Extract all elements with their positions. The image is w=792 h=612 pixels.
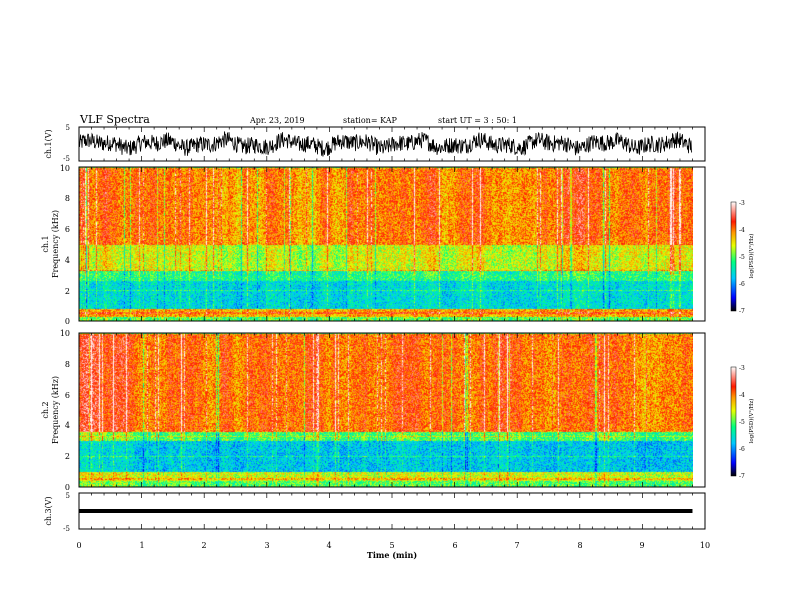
ch2-ytick-0: 0 bbox=[65, 483, 70, 492]
ch1-spec-label: ch.1 bbox=[41, 235, 50, 252]
cb1-tick-m3: -3 bbox=[739, 200, 745, 207]
ch3-ylabel: ch.3(V) bbox=[44, 496, 53, 525]
ch1-ticks bbox=[78, 127, 706, 161]
colorbar-ch2: -3 -4 -5 -6 -7 log(PSD)(V²/Hz) bbox=[730, 365, 755, 480]
xtick-10: 10 bbox=[700, 541, 710, 550]
cb1-tick-m5: -5 bbox=[739, 254, 745, 261]
xtick-0: 0 bbox=[76, 541, 81, 550]
xtick-8: 8 bbox=[577, 541, 582, 550]
colorbar-ch1-bar bbox=[730, 201, 737, 312]
ch3-panel: 5 -5 ch.3(V) 0 1 2 3 4 5 6 7 8 9 10 Time… bbox=[44, 492, 710, 560]
cb2-tick-m7: -7 bbox=[739, 473, 745, 480]
ch3-ytick-bottom: -5 bbox=[63, 525, 70, 533]
xtick-9: 9 bbox=[639, 541, 644, 550]
ch2-spec-yticks: 0 2 4 6 8 10 bbox=[60, 329, 70, 492]
xtick-1: 1 bbox=[139, 541, 144, 550]
cb1-tick-m4: -4 bbox=[739, 227, 745, 234]
xtick-2: 2 bbox=[201, 541, 206, 550]
ch1-ytick-6: 6 bbox=[65, 225, 70, 234]
start-time-label: start UT = 3 : 50: 1 bbox=[438, 116, 517, 125]
cb2-tick-m6: -6 bbox=[739, 446, 745, 453]
xtick-4: 4 bbox=[326, 541, 331, 550]
x-tick-labels: 0 1 2 3 4 5 6 7 8 9 10 bbox=[76, 541, 710, 550]
ch2-spectrogram-image bbox=[79, 333, 693, 487]
ch1-ytick-4: 4 bbox=[65, 256, 70, 265]
ch1-ytick-0: 0 bbox=[65, 317, 70, 326]
ch3-ytick-top: 5 bbox=[66, 492, 70, 500]
ch1-ytick-10: 10 bbox=[60, 164, 70, 173]
date-label: Apr. 23, 2019 bbox=[249, 116, 305, 125]
cb2-label: log(PSD)(V²/Hz) bbox=[748, 399, 755, 444]
ch2-ytick-2: 2 bbox=[65, 452, 70, 461]
cb2-tick-m4: -4 bbox=[739, 392, 745, 399]
cb1-tick-m7: -7 bbox=[739, 308, 745, 315]
ch3-ticks bbox=[78, 493, 706, 529]
ch1-ytick-8: 8 bbox=[65, 194, 70, 203]
colorbar-ch1: -3 -4 -5 -6 -7 log(PSD)(V²/Hz) bbox=[730, 200, 755, 315]
ch1-spec-ticks bbox=[78, 167, 706, 321]
cb2-tick-m5: -5 bbox=[739, 419, 745, 426]
ch2-spectrogram-panel: 0 2 4 6 8 10 ch.2 Frequency (kHz) bbox=[41, 329, 706, 492]
ch2-ytick-4: 4 bbox=[65, 421, 70, 430]
ch1-ytick-2: 2 bbox=[65, 287, 70, 296]
xtick-3: 3 bbox=[264, 541, 269, 550]
colorbar-ch2-bar bbox=[730, 366, 737, 477]
ch2-spec-label: ch.2 bbox=[41, 401, 50, 418]
ch1-spec-yticks: 0 2 4 6 8 10 bbox=[60, 164, 70, 326]
station-label: station= KAP bbox=[343, 116, 398, 125]
ch2-ytick-8: 8 bbox=[65, 360, 70, 369]
ch1-spectrogram-image bbox=[79, 167, 693, 321]
ch2-ytick-10: 10 bbox=[60, 329, 70, 338]
ch1-spec-ylabel: Frequency (kHz) bbox=[51, 210, 60, 278]
xtick-5: 5 bbox=[389, 541, 394, 550]
figure-title: VLF Spectra bbox=[79, 113, 150, 126]
ch1-ytick-top: 5 bbox=[66, 124, 70, 132]
cb1-tick-m6: -6 bbox=[739, 281, 745, 288]
cb1-label: log(PSD)(V²/Hz) bbox=[748, 234, 755, 279]
xtick-7: 7 bbox=[514, 541, 519, 550]
ch2-spec-ylabel: Frequency (kHz) bbox=[51, 376, 60, 444]
ch1-ytick-bottom: -5 bbox=[63, 155, 70, 163]
ch2-spec-ticks bbox=[78, 333, 706, 487]
x-axis-label: Time (min) bbox=[367, 550, 417, 560]
cb2-tick-m3: -3 bbox=[739, 365, 745, 372]
ch2-ytick-6: 6 bbox=[65, 391, 70, 400]
ch1-spectrogram-panel: 0 2 4 6 8 10 ch.1 Frequency (kHz) bbox=[41, 164, 706, 326]
ch1-panel: 5 -5 ch.1(V) bbox=[44, 124, 706, 163]
ch1-waveform-line bbox=[78, 131, 693, 157]
ch1-ylabel: ch.1(V) bbox=[44, 129, 53, 158]
xtick-6: 6 bbox=[452, 541, 457, 550]
